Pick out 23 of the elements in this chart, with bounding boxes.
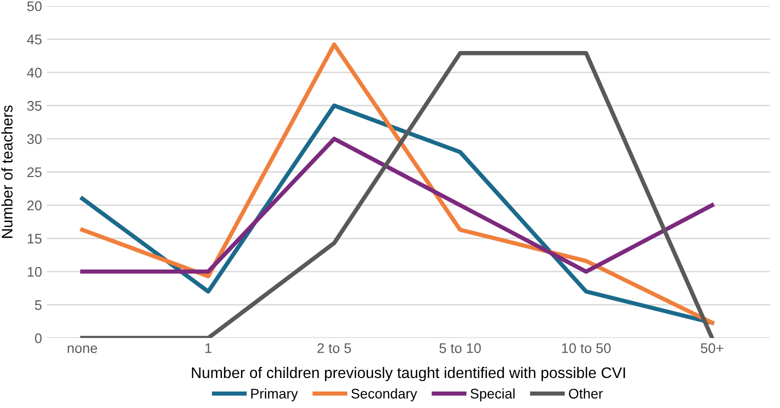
x-tick-label: 5 to 10 bbox=[439, 343, 481, 354]
y-tick-label: 35 bbox=[27, 100, 42, 111]
legend-label: Other bbox=[568, 388, 603, 399]
y-tick-label: 20 bbox=[27, 200, 42, 210]
y-tick-label: 45 bbox=[27, 34, 42, 44]
y-tick-label: 15 bbox=[28, 234, 42, 244]
x-axis-title: Number of children previously taught identified with possible CVI bbox=[192, 366, 625, 382]
y-tick-label: 30 bbox=[27, 134, 42, 144]
legend-label: Secondary bbox=[351, 388, 418, 402]
x-tick-label: none bbox=[68, 345, 98, 354]
legend-label: Primary bbox=[251, 388, 298, 402]
x-tick-label: 50+ bbox=[700, 343, 724, 354]
y-axis-title: Number of teachers bbox=[1, 105, 13, 238]
y-tick-label: 10 bbox=[28, 266, 42, 277]
y-tick-label: 0 bbox=[34, 333, 42, 344]
y-tick-label: 40 bbox=[27, 68, 42, 78]
x-tick-label: 10 to 50 bbox=[562, 343, 611, 354]
legend-label: Special bbox=[470, 388, 515, 402]
x-tick-label: 2 to 5 bbox=[318, 343, 351, 354]
y-tick-label: 5 bbox=[34, 300, 42, 310]
x-tick-label: 1 bbox=[205, 343, 212, 353]
y-tick-label: 50 bbox=[27, 1, 42, 12]
y-tick-label: 25 bbox=[27, 167, 42, 178]
